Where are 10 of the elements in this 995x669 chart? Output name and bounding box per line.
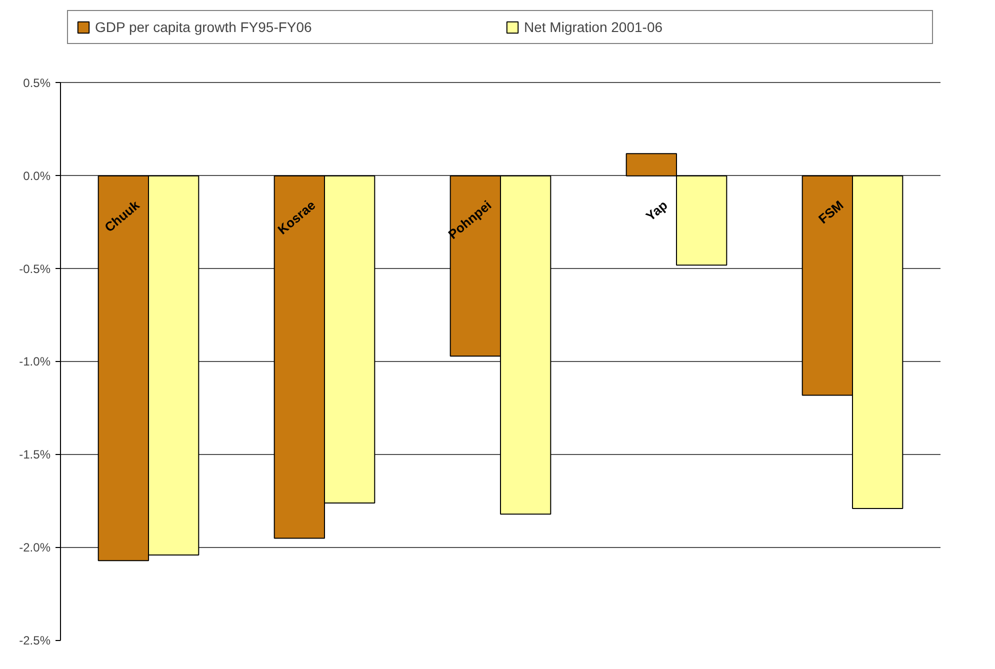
y-tick-label: -1.0%	[19, 354, 51, 369]
y-tick-label: -2.0%	[19, 540, 51, 555]
y-tick-label: 0.0%	[23, 168, 51, 183]
y-tick-label: 0.5%	[23, 76, 51, 90]
legend-label: GDP per capita growth FY95-FY06	[95, 19, 313, 35]
y-tick-label: -0.5%	[19, 262, 51, 276]
y-tick-label: -2.5%	[19, 634, 51, 648]
legend-label: Net Migration 2001-06	[524, 19, 664, 35]
x-tick-label: Yap	[642, 197, 670, 224]
y-tick-label: -1.5%	[19, 448, 51, 462]
